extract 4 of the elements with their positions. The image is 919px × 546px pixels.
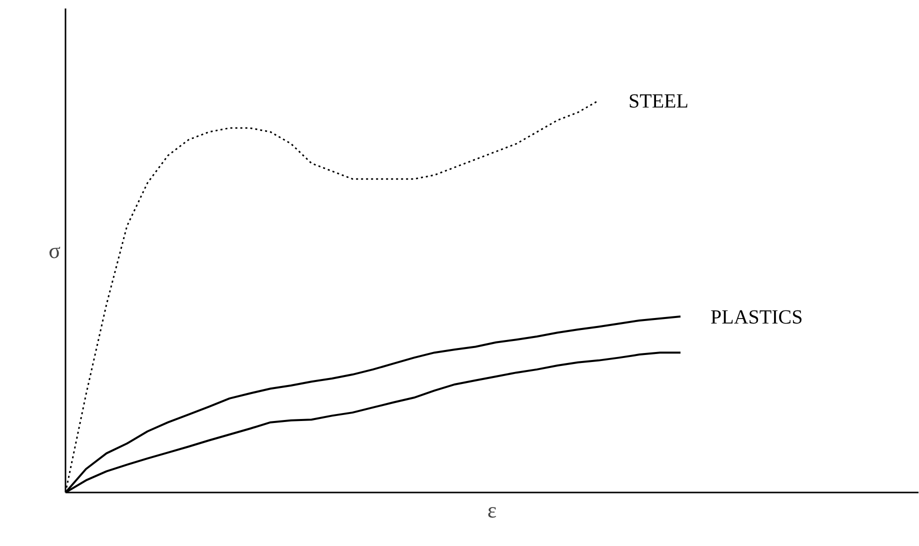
series-label: PLASTICS bbox=[710, 306, 803, 329]
x-axis-title: ε bbox=[487, 498, 497, 522]
y-axis-title: σ bbox=[48, 238, 61, 263]
series-label: STEEL bbox=[628, 90, 688, 113]
